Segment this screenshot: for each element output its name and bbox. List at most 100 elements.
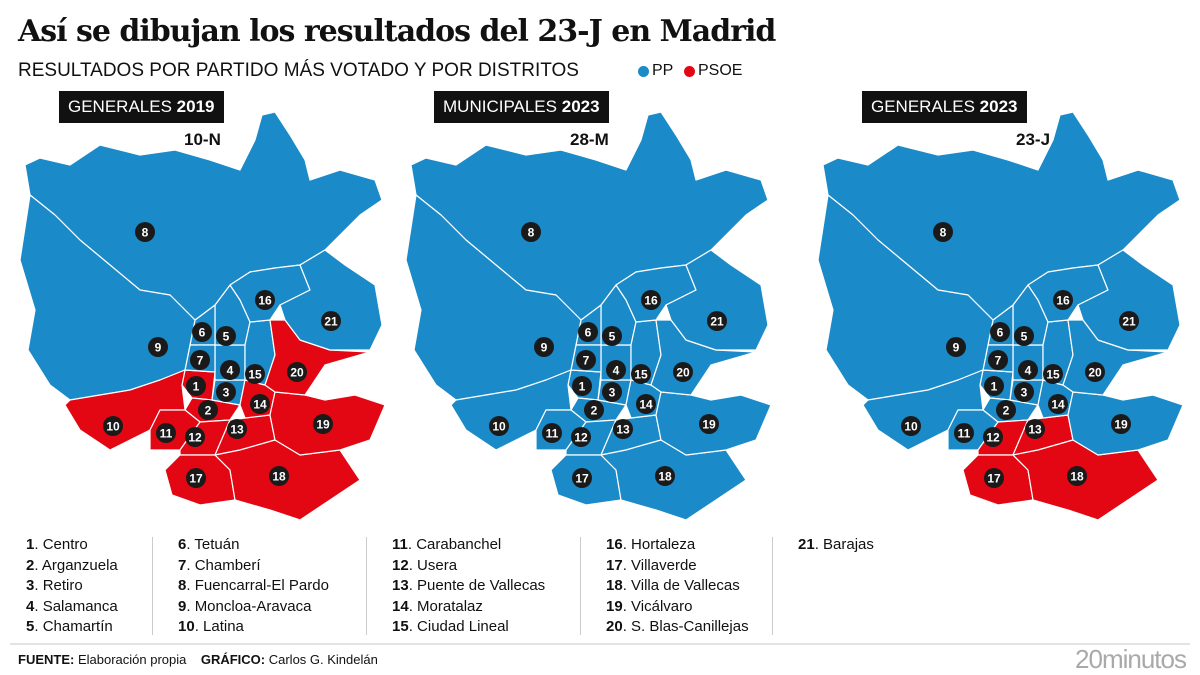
- district-number: 4: [1025, 364, 1032, 378]
- district-legend-item: 1. Centro: [26, 536, 88, 553]
- divider: [152, 537, 153, 635]
- page-title: Así se dibujan los resultados del 23-J e…: [18, 14, 776, 49]
- district-number: 5: [1021, 330, 1028, 344]
- district-number: 20: [290, 366, 304, 380]
- district-marker: [572, 468, 592, 488]
- district-legend-item: 13. Puente de Vallecas: [392, 577, 546, 594]
- district-number: 5: [223, 330, 230, 344]
- district-number: 17: [575, 472, 589, 486]
- district-marker: [655, 466, 675, 486]
- district-number: 8: [940, 226, 947, 240]
- district-marker: [1053, 290, 1073, 310]
- district-21: [665, 249, 769, 351]
- district-number: 6: [585, 326, 592, 340]
- district-marker: [707, 311, 727, 331]
- district-number: 3: [1021, 386, 1028, 400]
- district-number: 6: [199, 326, 206, 340]
- district-legend-column: 1. Centro 2. Arganzuela 3. Retiro 4. Salama…: [26, 535, 118, 638]
- district-legend-item: 11. Carabanchel: [392, 536, 502, 553]
- district-number: 16: [258, 294, 272, 308]
- district-marker: [1043, 364, 1063, 384]
- district-number: 8: [528, 226, 535, 240]
- district-marker: [901, 416, 921, 436]
- district-number: 9: [953, 341, 960, 355]
- district-marker: [988, 350, 1008, 370]
- district-number: 2: [1003, 404, 1010, 418]
- district-number: 12: [188, 431, 202, 445]
- psoe-dot-icon: [684, 65, 695, 77]
- district-marker: [216, 382, 236, 402]
- district-marker: [255, 290, 275, 310]
- district-number: 21: [324, 315, 338, 329]
- district-marker: [1014, 326, 1034, 346]
- district-number: 9: [541, 341, 548, 355]
- legend-label: PP: [652, 62, 674, 79]
- district-number: 21: [710, 315, 724, 329]
- district-legend-item: 14. Moratalaz: [392, 597, 483, 615]
- district-marker: [186, 376, 206, 396]
- legend-label: PSOE: [698, 62, 743, 79]
- district-marker: [606, 360, 626, 380]
- district-legend-item: 8. Fuencarral-El Pardo: [178, 577, 329, 594]
- district-marker: [198, 400, 218, 420]
- district-marker: [190, 350, 210, 370]
- district-legend-column: 16. Hortaleza 17. Villaverde 18. Villa de …: [606, 535, 749, 638]
- district-21: [1077, 249, 1181, 351]
- map-title: GENERALES 2023: [862, 91, 1027, 123]
- district-marker: [578, 322, 598, 342]
- district-marker: [571, 427, 591, 447]
- district-marker: [216, 326, 236, 346]
- district-number: 4: [613, 364, 620, 378]
- map-date: 10-N: [184, 130, 221, 149]
- district-marker: [156, 423, 176, 443]
- district-marker: [1119, 311, 1139, 331]
- district-number: 16: [644, 294, 658, 308]
- district-legend-item: 12. Usera: [392, 556, 458, 574]
- district-number: 13: [230, 423, 244, 437]
- district-number: 9: [155, 341, 162, 355]
- district-number: 6: [997, 326, 1004, 340]
- district-number: 10: [492, 420, 506, 434]
- district-marker: [990, 322, 1010, 342]
- district-legend-item: 7. Chamberí: [178, 556, 261, 574]
- district-number: 17: [987, 472, 1001, 486]
- legend-psoe: PSOE: [684, 62, 742, 80]
- district-marker: [1014, 382, 1034, 402]
- district-legend-item: 19. Vicálvaro: [606, 597, 693, 615]
- district-legend-item: 10. Latina: [178, 618, 244, 635]
- district-marker: [1067, 466, 1087, 486]
- district-marker: [192, 322, 212, 342]
- district-number: 7: [197, 354, 204, 368]
- district-marker: [135, 222, 155, 242]
- district-marker: [269, 466, 289, 486]
- district-marker: [954, 423, 974, 443]
- brand-logo: 20minutos: [1075, 644, 1187, 674]
- divider: [366, 537, 367, 635]
- district-marker: [636, 394, 656, 414]
- district-marker: [996, 400, 1016, 420]
- district-marker: [699, 414, 719, 434]
- district-number: 15: [1046, 368, 1060, 382]
- district-legend-item: 21. Barajas: [798, 536, 874, 553]
- district-number: 20: [676, 366, 690, 380]
- district-marker: [1025, 419, 1045, 439]
- district-marker: [313, 414, 333, 434]
- district-number: 16: [1056, 294, 1070, 308]
- district-marker: [542, 423, 562, 443]
- district-marker: [227, 419, 247, 439]
- district-marker: [186, 468, 206, 488]
- district-legend-item: 17. Villaverde: [606, 556, 697, 574]
- district-legend-column: 21. Barajas: [798, 535, 874, 556]
- district-marker: [946, 337, 966, 357]
- district-legend-item: 15. Ciudad Lineal: [392, 618, 509, 635]
- map-title: MUNICIPALES 2023: [434, 91, 609, 123]
- district-number: 18: [658, 470, 672, 484]
- district-marker: [321, 311, 341, 331]
- district-marker: [984, 376, 1004, 396]
- district-number: 11: [546, 427, 559, 441]
- district-number: 11: [160, 427, 173, 441]
- district-marker: [250, 394, 270, 414]
- district-marker: [148, 337, 168, 357]
- district-marker: [185, 427, 205, 447]
